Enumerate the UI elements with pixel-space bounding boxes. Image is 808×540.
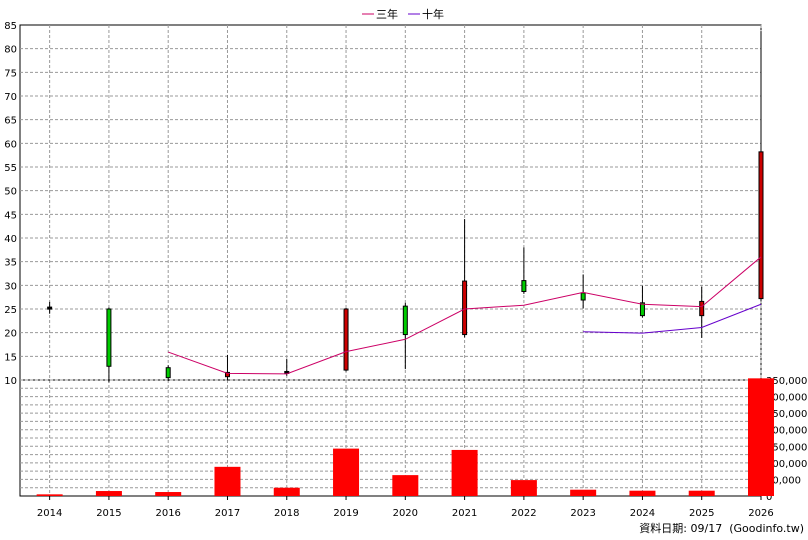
candle-body [343,308,349,371]
volume-tick-label: 0 [766,492,772,503]
candle-body [224,371,230,378]
volume-bar [451,449,478,496]
x-tick-label: 2025 [689,508,714,519]
volume-bar [36,494,63,496]
candle-body [165,367,171,379]
volume-bar [155,492,182,496]
x-tick-label: 2024 [630,508,655,519]
volume-bar [688,490,715,496]
legend-label-10yr: 十年 [422,7,444,21]
x-tick-label: 2023 [570,508,595,519]
x-axis: 2014 2015 2016 2017 2018 2019 2020 2021 2022 2023… [37,496,774,519]
price-tick-label: 50 [4,187,17,198]
volume-tick-label: 300,000 [766,393,807,404]
candle-body [47,306,53,310]
ma-lines [168,256,762,375]
footer-credit: 資料日期: 09/17 (Goodinfo.tw) [639,522,804,535]
volume-tick-label: 350,000 [766,376,807,387]
price-tick-label: 20 [4,329,17,340]
price-tick-label: 15 [4,352,17,363]
legend: 三年 十年 [0,0,808,24]
ma-line [168,256,762,375]
price-axis: 10 15 20 25 30 35 40 45 50 55 60 65 70 75 80 85 [4,21,17,387]
price-tick-label: 40 [4,234,17,245]
volume-tick-label: 100,000 [766,459,807,470]
candle-body [758,151,764,300]
volume-bar [273,487,300,496]
volume-tick-label: 250,000 [766,409,807,420]
x-tick-label: 2020 [393,508,418,519]
price-tick-label: 60 [4,139,17,150]
x-tick-label: 2021 [452,508,477,519]
price-tick-label: 85 [4,21,17,32]
price-tick-label: 35 [4,258,17,269]
x-tick-label: 2016 [155,508,180,519]
candle-body [699,300,705,317]
volume-bars [36,378,774,496]
candle-body [462,280,468,336]
x-tick-label: 2026 [748,508,773,519]
legend-label-3yr: 三年 [376,7,398,21]
x-tick-label: 2022 [511,508,536,519]
x-tick-label: 2017 [215,508,240,519]
volume-bar [510,480,537,496]
price-frame [19,24,762,381]
price-tick-label: 30 [4,281,17,292]
volume-bar [392,475,419,496]
volume-bar [748,378,774,496]
price-tick-label: 80 [4,45,17,56]
volume-grid [19,379,762,497]
ma-line [583,303,762,334]
volume-tick-label: 150,000 [766,442,807,453]
price-tick-label: 45 [4,210,17,221]
price-tick-label: 75 [4,68,17,79]
price-tick-label: 25 [4,305,17,316]
price-grid [19,24,762,381]
volume-tick-label: 200,000 [766,426,807,437]
x-tick-label: 2015 [96,508,121,519]
candle-body [639,302,645,317]
candle-body [402,305,408,336]
price-tick-label: 10 [4,376,17,387]
volume-bar [570,489,597,496]
x-tick-label: 2018 [274,508,299,519]
candle-body [106,308,112,367]
price-tick-label: 55 [4,163,17,174]
volume-bar [333,448,360,496]
volume-bar [95,491,122,496]
volume-axis: 0 50,000 100,000 150,000 200,000 250,000 300,0… [766,376,807,503]
x-tick-label: 2019 [333,508,358,519]
candle-body [580,292,586,301]
volume-bar [629,490,656,496]
volume-bar [214,466,241,496]
x-tick-label: 2014 [37,508,62,519]
price-tick-label: 65 [4,116,17,127]
candles [47,31,764,383]
legend-svg: 三年 十年 [362,7,444,21]
volume-tick-label: 50,000 [766,475,801,486]
candle-body [521,280,527,292]
price-tick-label: 70 [4,92,17,103]
